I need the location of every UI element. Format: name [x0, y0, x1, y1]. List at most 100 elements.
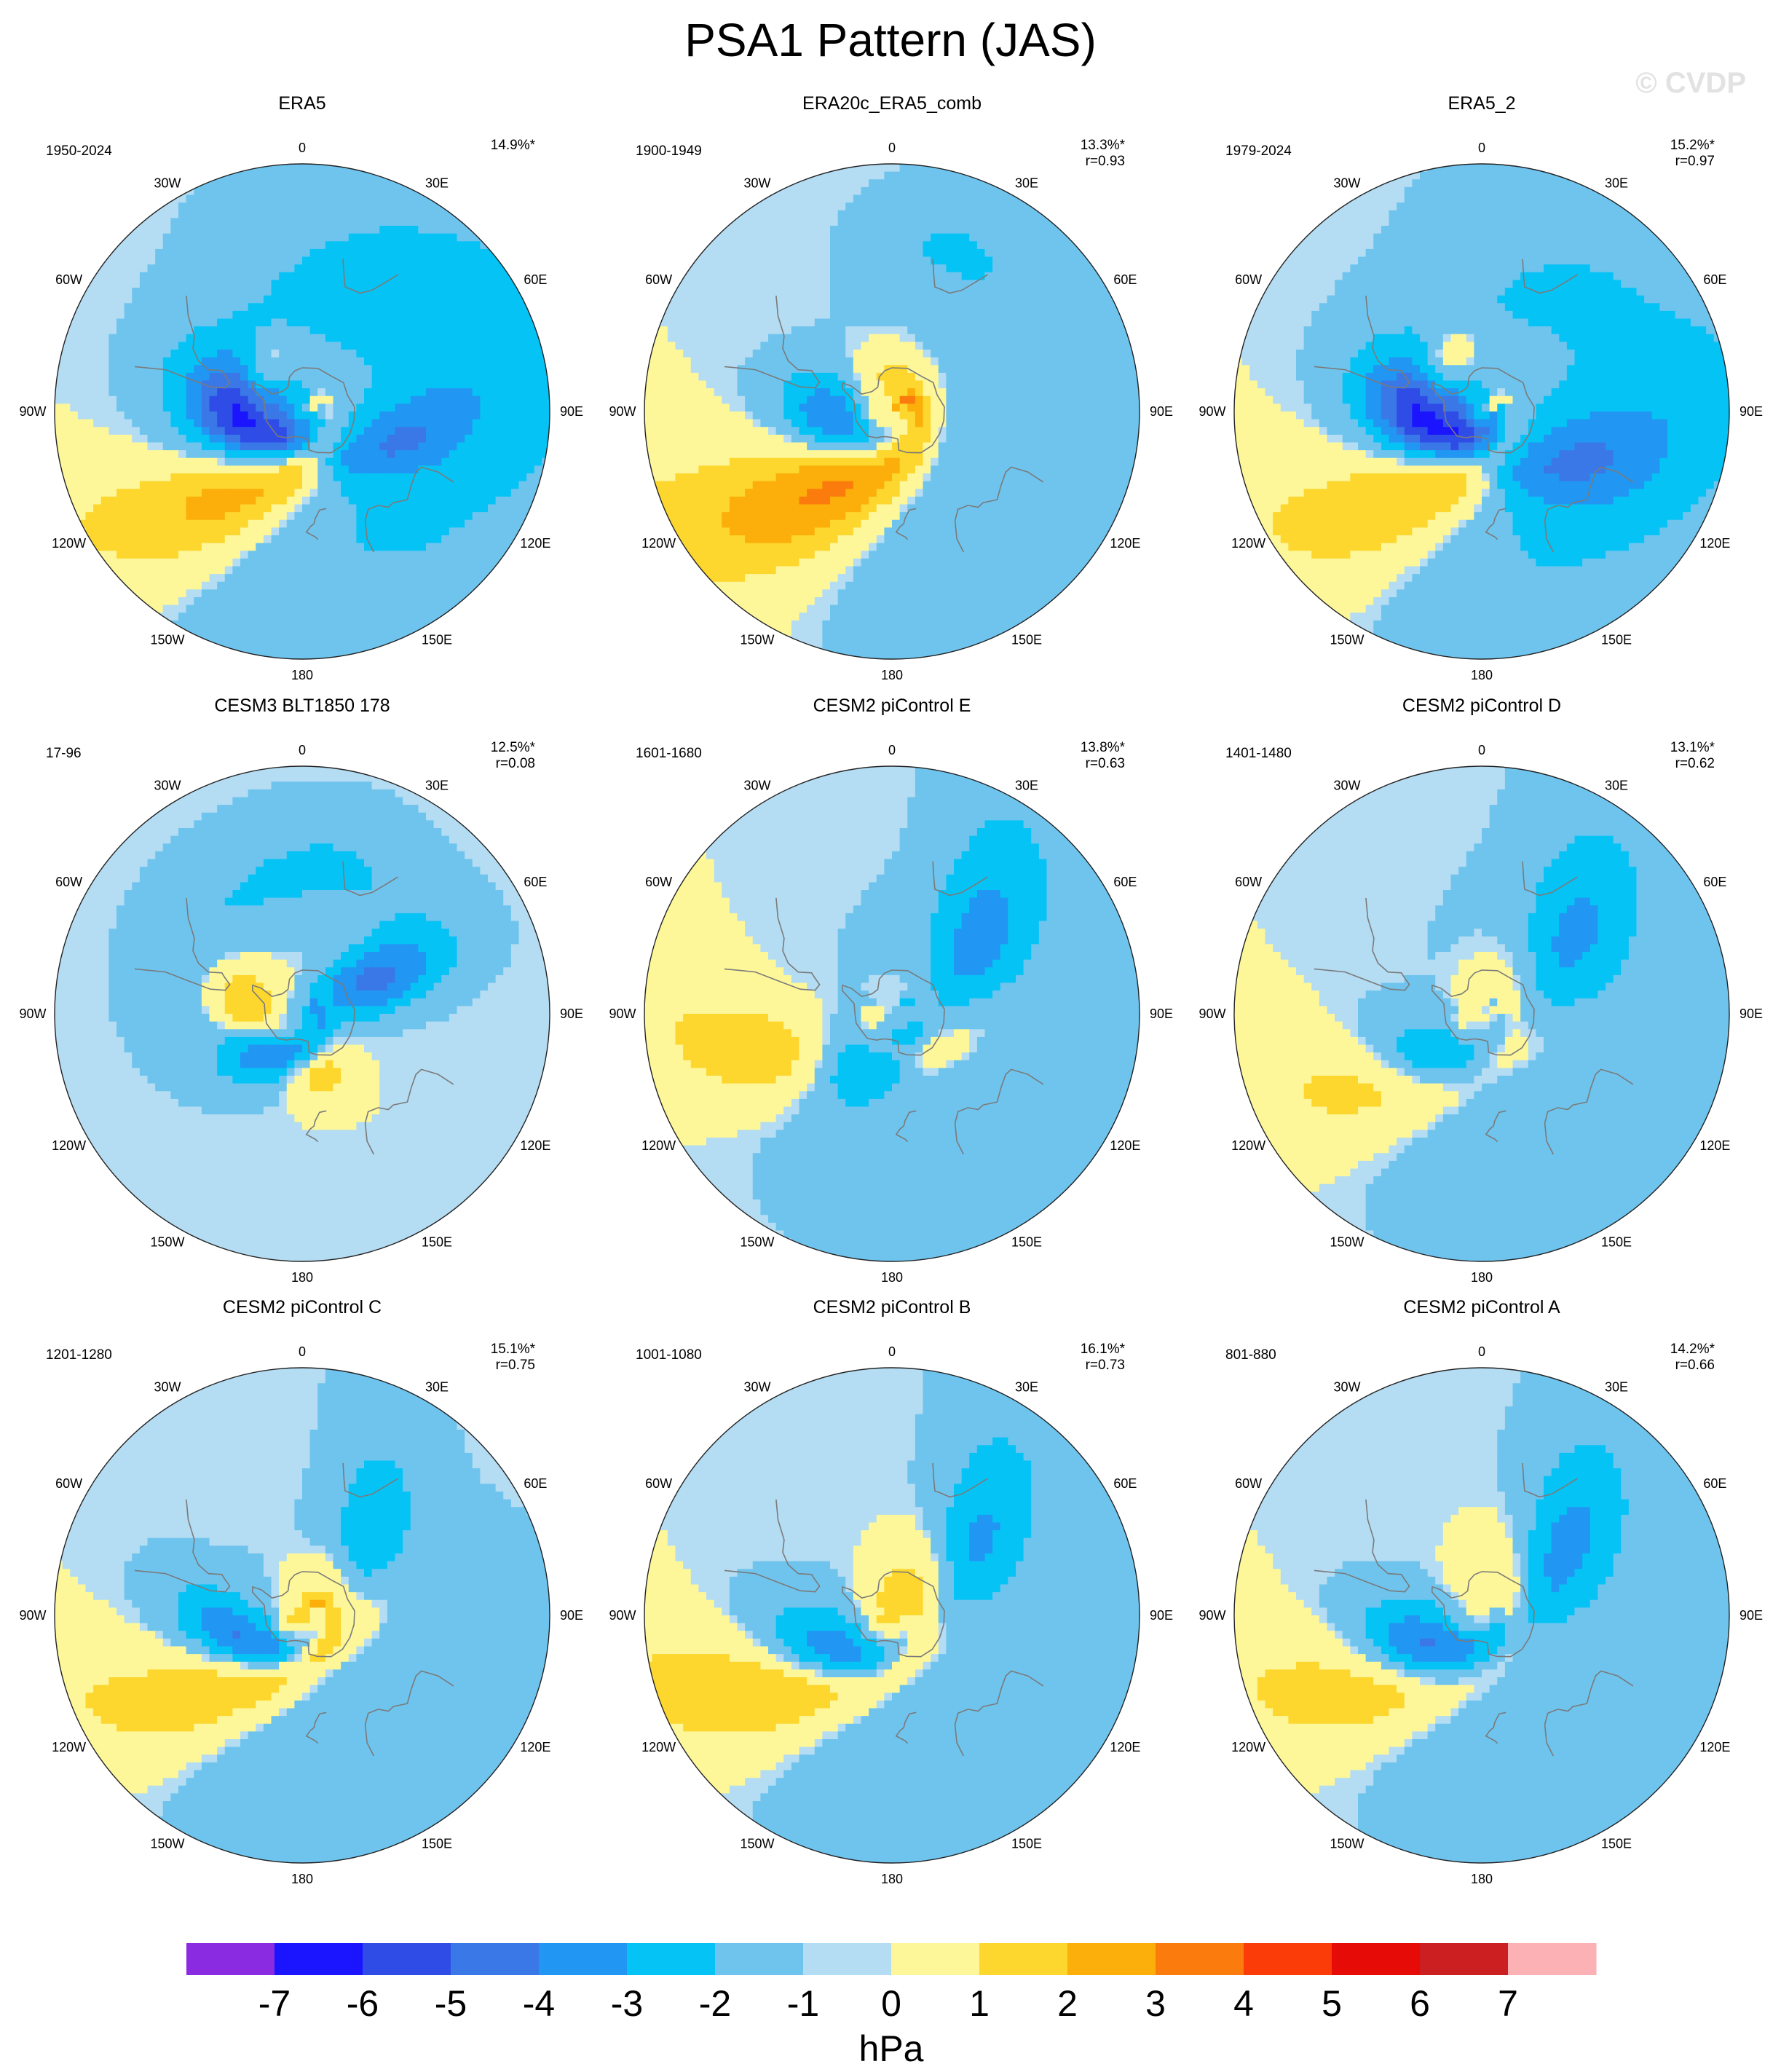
longitude-label: 60E	[1113, 1476, 1137, 1491]
panel-title: ERA20c_ERA5_comb	[802, 93, 982, 114]
colorbar-swatch	[451, 1943, 540, 1975]
longitude-label: 0	[888, 141, 896, 155]
panel-years: 1201-1280	[46, 1347, 112, 1363]
map-panel-9: 0 30E 60E 90E 120E 150E 180 150W 120W 90W 60W 30W CE…	[1198, 1297, 1763, 1886]
longitude-label: 90W	[19, 1007, 46, 1021]
longitude-label: 120W	[1231, 536, 1265, 551]
panel-years: 1900-1949	[636, 143, 702, 159]
longitude-label: 150E	[422, 1837, 452, 1851]
colorbar-swatch	[539, 1943, 628, 1975]
longitude-label: 120W	[641, 1740, 676, 1754]
longitude-label: 90E	[1150, 1608, 1173, 1623]
longitude-label: 0	[1478, 1344, 1485, 1359]
longitude-label: 150E	[1601, 633, 1632, 647]
longitude-label: 180	[881, 1270, 903, 1285]
longitude-label: 150E	[422, 633, 452, 647]
panel-title: ERA5_2	[1448, 93, 1515, 114]
longitude-label: 60W	[55, 272, 82, 287]
longitude-label: 90E	[560, 1608, 583, 1623]
map-frame	[54, 163, 550, 660]
longitude-label: 120E	[1110, 1740, 1140, 1754]
map-frame	[644, 765, 1140, 1262]
longitude-label: 150W	[740, 633, 774, 647]
longitude-label: 120E	[1699, 536, 1730, 551]
longitude-label: 120W	[641, 536, 676, 551]
longitude-label: 150E	[1601, 1837, 1632, 1851]
coastlines	[724, 1462, 1044, 1757]
colorbar-swatch	[1244, 1943, 1332, 1975]
longitude-label: 30E	[1605, 779, 1628, 793]
longitude-label: 90E	[560, 404, 583, 419]
longitude-label: 150W	[1330, 1235, 1364, 1250]
colorbar-tick-label: 1	[969, 1983, 990, 2024]
longitude-label: 90W	[1198, 1007, 1225, 1021]
map-frame	[644, 163, 1140, 660]
colorbar-tick-label: 3	[1145, 1983, 1166, 2024]
longitude-label: 120E	[520, 1740, 550, 1754]
longitude-label: 90E	[1150, 404, 1173, 419]
panel-years: 1401-1480	[1225, 746, 1292, 761]
colorbar-tick-label: -3	[611, 1983, 643, 2024]
panel-correlation: r=0.63	[1086, 756, 1125, 771]
longitude-label: 150E	[1011, 1235, 1042, 1250]
longitude-label: 180	[291, 1270, 313, 1285]
longitude-label: 30W	[154, 176, 181, 191]
longitude-label: 30W	[1333, 779, 1360, 793]
coastlines	[1314, 1462, 1634, 1757]
longitude-label: 180	[1471, 1872, 1493, 1886]
longitude-label: 30E	[1015, 1380, 1038, 1395]
panel-title: CESM2 piControl E	[813, 696, 971, 716]
longitude-label: 30E	[1605, 1380, 1628, 1395]
panel-years: 1950-2024	[46, 143, 112, 159]
longitude-label: 150W	[1330, 633, 1364, 647]
longitude-label: 60E	[524, 1476, 547, 1491]
panel-correlation: r=0.93	[1086, 154, 1125, 169]
longitude-label: 120W	[641, 1138, 676, 1153]
colorbar-swatch	[1067, 1943, 1156, 1975]
longitude-label: 30E	[425, 176, 449, 191]
panel-title: CESM2 piControl A	[1403, 1297, 1560, 1317]
colorbar-swatch	[979, 1943, 1068, 1975]
colorbar-swatch	[891, 1943, 980, 1975]
longitude-label: 60W	[645, 1476, 672, 1491]
colorbar-swatch	[186, 1943, 275, 1975]
longitude-label: 30E	[1605, 176, 1628, 191]
colorbar-swatch	[715, 1943, 804, 1975]
longitude-label: 30E	[1015, 779, 1038, 793]
longitude-label: 60E	[1703, 875, 1726, 889]
panel-variance: 12.5%*	[491, 740, 536, 755]
coastlines	[134, 1462, 454, 1757]
longitude-label: 60E	[524, 272, 547, 287]
map-panel-6: 0 30E 60E 90E 120E 150E 180 150W 120W 90W 60W 30W CE…	[1198, 696, 1763, 1285]
map-frame	[644, 1367, 1140, 1864]
longitude-label: 150W	[150, 1837, 184, 1851]
longitude-label: 90W	[1198, 404, 1225, 419]
longitude-label: 120E	[1110, 536, 1140, 551]
longitude-label: 0	[299, 1344, 306, 1359]
colorbar-tick-label: 2	[1057, 1983, 1078, 2024]
longitude-label: 60E	[1113, 272, 1137, 287]
map-panels: 0 30E 60E 90E 120E 150E 180 150W 120W 90W 60W 30W ER…	[19, 93, 1763, 1886]
colorbar-swatch	[803, 1943, 892, 1975]
longitude-label: 150W	[150, 633, 184, 647]
longitude-label: 60E	[1703, 1476, 1726, 1491]
longitude-label: 60E	[1113, 875, 1137, 889]
panel-title: CESM3 BLT1850 178	[214, 696, 390, 716]
colorbar-swatch	[363, 1943, 451, 1975]
panel-correlation: r=0.08	[496, 756, 535, 771]
longitude-label: 60W	[645, 272, 672, 287]
coastlines	[134, 861, 454, 1155]
colorbar-swatch	[1508, 1943, 1597, 1975]
longitude-label: 30W	[1333, 176, 1360, 191]
longitude-label: 90E	[1739, 1608, 1763, 1623]
panel-correlation: r=0.73	[1086, 1358, 1125, 1373]
panel-years: 1601-1680	[636, 746, 702, 761]
longitude-label: 30W	[743, 779, 770, 793]
longitude-label: 0	[299, 743, 306, 757]
longitude-label: 150W	[1330, 1837, 1364, 1851]
colorbar-swatch	[275, 1943, 363, 1975]
colorbar-tick-label: -4	[523, 1983, 555, 2024]
longitude-label: 90W	[19, 404, 46, 419]
map-frame	[1233, 765, 1730, 1262]
